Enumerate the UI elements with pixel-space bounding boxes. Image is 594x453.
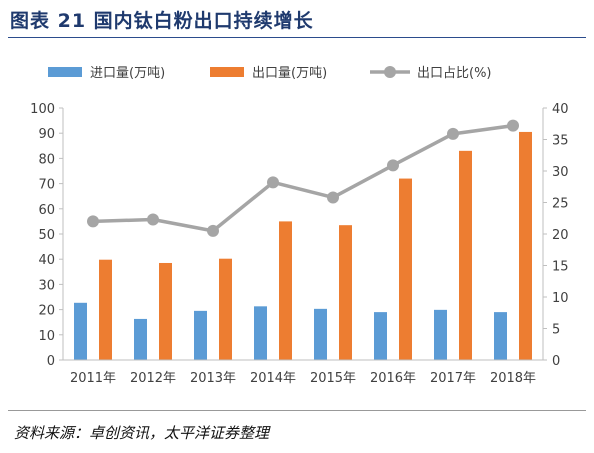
right-tick-label: 20	[552, 228, 569, 243]
x-tick-label: 2017年	[430, 371, 476, 386]
export-bar	[279, 221, 292, 360]
right-axis: 0 5 10 15 20 25 30 35 40	[542, 102, 569, 369]
ratio-point	[87, 215, 99, 228]
legend-label: 出口占比(%)	[417, 66, 492, 81]
x-tick-label: 2014年	[250, 371, 296, 386]
ratio-line	[87, 119, 519, 237]
right-tick-label: 10	[552, 291, 569, 306]
left-tick-label: 10	[38, 329, 55, 344]
import-bar	[314, 308, 327, 360]
export-bar	[219, 258, 232, 360]
x-tick-label: 2016年	[370, 371, 416, 386]
bars	[74, 131, 532, 360]
left-tick-label: 80	[38, 152, 55, 167]
left-tick-label: 70	[38, 178, 55, 193]
right-tick-label: 35	[552, 134, 569, 149]
left-tick-label: 60	[38, 203, 55, 218]
import-bar	[254, 306, 267, 360]
left-tick-label: 100	[30, 102, 55, 117]
x-tick-label: 2012年	[130, 371, 176, 386]
right-tick-label: 0	[552, 354, 560, 369]
legend-label: 出口量(万吨)	[252, 66, 327, 81]
import-bar	[434, 309, 447, 360]
import-bar	[494, 312, 507, 360]
left-tick-label: 30	[38, 278, 55, 293]
bottom-divider	[8, 410, 586, 411]
legend-swatch	[48, 67, 82, 77]
export-bar	[519, 131, 532, 360]
ratio-point	[147, 213, 159, 226]
x-tick-label: 2011年	[70, 371, 116, 386]
x-tick-label: 2018年	[490, 371, 536, 386]
figure-title: 图表 21 国内钛白粉出口持续增长	[10, 10, 314, 32]
export-bar	[339, 225, 352, 360]
title-divider	[8, 37, 586, 38]
export-bar	[459, 150, 472, 360]
import-bar	[374, 312, 387, 360]
left-tick-label: 0	[47, 354, 55, 369]
ratio-point	[207, 224, 219, 237]
export-bar	[399, 178, 412, 360]
right-tick-label: 40	[552, 102, 569, 117]
right-tick-label: 30	[552, 165, 569, 180]
import-bar	[74, 302, 87, 360]
left-tick-label: 40	[38, 253, 55, 268]
left-tick-label: 20	[38, 304, 55, 319]
x-tick-label: 2013年	[190, 371, 236, 386]
right-tick-label: 15	[552, 260, 569, 275]
x-tick-label: 2015年	[310, 371, 356, 386]
import-bar	[194, 310, 207, 360]
export-bar	[159, 262, 172, 360]
x-axis: 2011年 2012年 2013年 2014年 2015年 2016年 2017年 2018年	[63, 359, 543, 386]
ratio-point	[507, 119, 519, 132]
export-bar	[99, 259, 112, 360]
legend-label: 进口量(万吨)	[90, 66, 165, 81]
right-tick-label: 5	[552, 323, 560, 338]
ratio-point	[267, 176, 279, 189]
ratio-line-path	[92, 123, 514, 233]
legend-swatch-marker	[384, 66, 396, 78]
source-note: 资料来源：卓创资讯，太平洋证券整理	[14, 424, 270, 442]
import-bar	[134, 318, 147, 360]
ratio-point	[447, 127, 459, 140]
legend-swatch	[210, 67, 244, 77]
left-axis: 0 10 20 30 40 50 60 70 80 90 100	[30, 102, 64, 369]
right-tick-label: 25	[552, 197, 569, 212]
legend: 进口量(万吨) 出口量(万吨) 出口占比(%)	[48, 66, 492, 81]
ratio-point	[387, 159, 399, 172]
left-tick-label: 50	[38, 228, 55, 243]
left-tick-label: 90	[38, 127, 55, 142]
ratio-point	[327, 191, 339, 204]
